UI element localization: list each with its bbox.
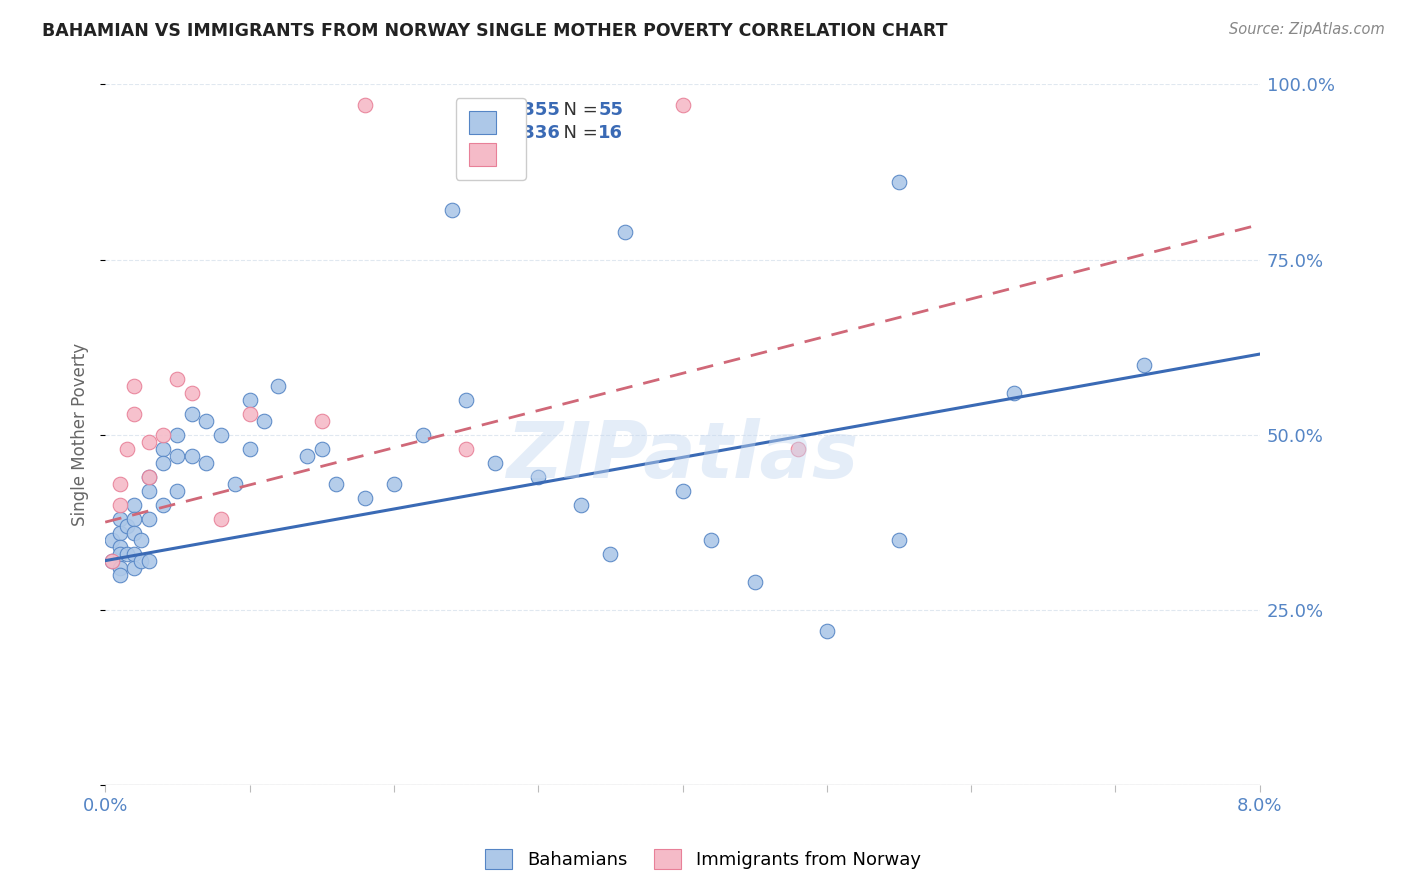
Text: 0.355: 0.355 <box>503 102 561 120</box>
Point <box>122 547 145 561</box>
Point <box>527 469 550 483</box>
Point <box>108 511 131 525</box>
Point <box>108 498 131 512</box>
Text: 0.336: 0.336 <box>503 125 561 143</box>
Point <box>152 442 174 456</box>
Point <box>311 442 333 456</box>
Text: R =: R = <box>467 125 506 143</box>
Legend: Bahamians, Immigrants from Norway: Bahamians, Immigrants from Norway <box>477 839 929 879</box>
Point <box>108 547 131 561</box>
Point <box>122 407 145 421</box>
Point <box>887 176 910 190</box>
Point <box>195 456 218 470</box>
Text: Source: ZipAtlas.com: Source: ZipAtlas.com <box>1229 22 1385 37</box>
Point <box>138 554 160 568</box>
Point <box>484 456 506 470</box>
Point <box>108 567 131 582</box>
Point <box>238 407 260 421</box>
Point <box>138 469 160 483</box>
Point <box>253 414 276 428</box>
Point <box>440 203 463 218</box>
Point <box>671 483 693 498</box>
Point <box>412 427 434 442</box>
Point <box>209 511 232 525</box>
Point <box>108 476 131 491</box>
Point <box>115 442 138 456</box>
Point <box>267 378 290 392</box>
Point <box>101 533 124 547</box>
Point <box>180 407 202 421</box>
Text: 16: 16 <box>598 125 623 143</box>
Point <box>238 442 260 456</box>
Text: 55: 55 <box>598 102 623 120</box>
Point <box>166 427 188 442</box>
Point <box>122 378 145 392</box>
Point <box>138 434 160 449</box>
Point <box>138 469 160 483</box>
Point <box>815 624 838 638</box>
Text: N =: N = <box>553 102 603 120</box>
Point <box>311 414 333 428</box>
Point <box>122 511 145 525</box>
Point <box>671 98 693 112</box>
Point <box>166 449 188 463</box>
Y-axis label: Single Mother Poverty: Single Mother Poverty <box>72 343 89 526</box>
Point <box>1004 385 1026 400</box>
Point <box>166 371 188 385</box>
Point <box>152 498 174 512</box>
Point <box>325 476 347 491</box>
Text: R =: R = <box>467 102 506 120</box>
Point <box>180 449 202 463</box>
Point <box>108 560 131 574</box>
Point <box>138 483 160 498</box>
Point <box>224 476 246 491</box>
Legend: , : , <box>456 97 526 179</box>
Point <box>152 456 174 470</box>
Point <box>454 392 477 407</box>
Point <box>571 498 593 512</box>
Point <box>195 414 218 428</box>
Point <box>122 498 145 512</box>
Point <box>115 518 138 533</box>
Point <box>138 511 160 525</box>
Point <box>101 554 124 568</box>
Point <box>599 547 621 561</box>
Point <box>744 574 766 589</box>
Text: N =: N = <box>553 125 603 143</box>
Point <box>108 540 131 554</box>
Point <box>209 427 232 442</box>
Point <box>129 533 152 547</box>
Point <box>382 476 405 491</box>
Point <box>354 491 377 505</box>
Point <box>101 554 124 568</box>
Point <box>180 385 202 400</box>
Point <box>613 225 636 239</box>
Point <box>700 533 723 547</box>
Point <box>238 392 260 407</box>
Point <box>787 442 810 456</box>
Text: BAHAMIAN VS IMMIGRANTS FROM NORWAY SINGLE MOTHER POVERTY CORRELATION CHART: BAHAMIAN VS IMMIGRANTS FROM NORWAY SINGL… <box>42 22 948 40</box>
Point <box>122 560 145 574</box>
Point <box>122 525 145 540</box>
Point <box>129 554 152 568</box>
Point <box>152 427 174 442</box>
Point <box>887 533 910 547</box>
Point <box>166 483 188 498</box>
Point <box>454 442 477 456</box>
Point <box>297 449 319 463</box>
Point <box>354 98 377 112</box>
Point <box>108 525 131 540</box>
Point <box>115 547 138 561</box>
Text: ZIPatlas: ZIPatlas <box>506 417 859 493</box>
Point <box>1133 358 1156 372</box>
